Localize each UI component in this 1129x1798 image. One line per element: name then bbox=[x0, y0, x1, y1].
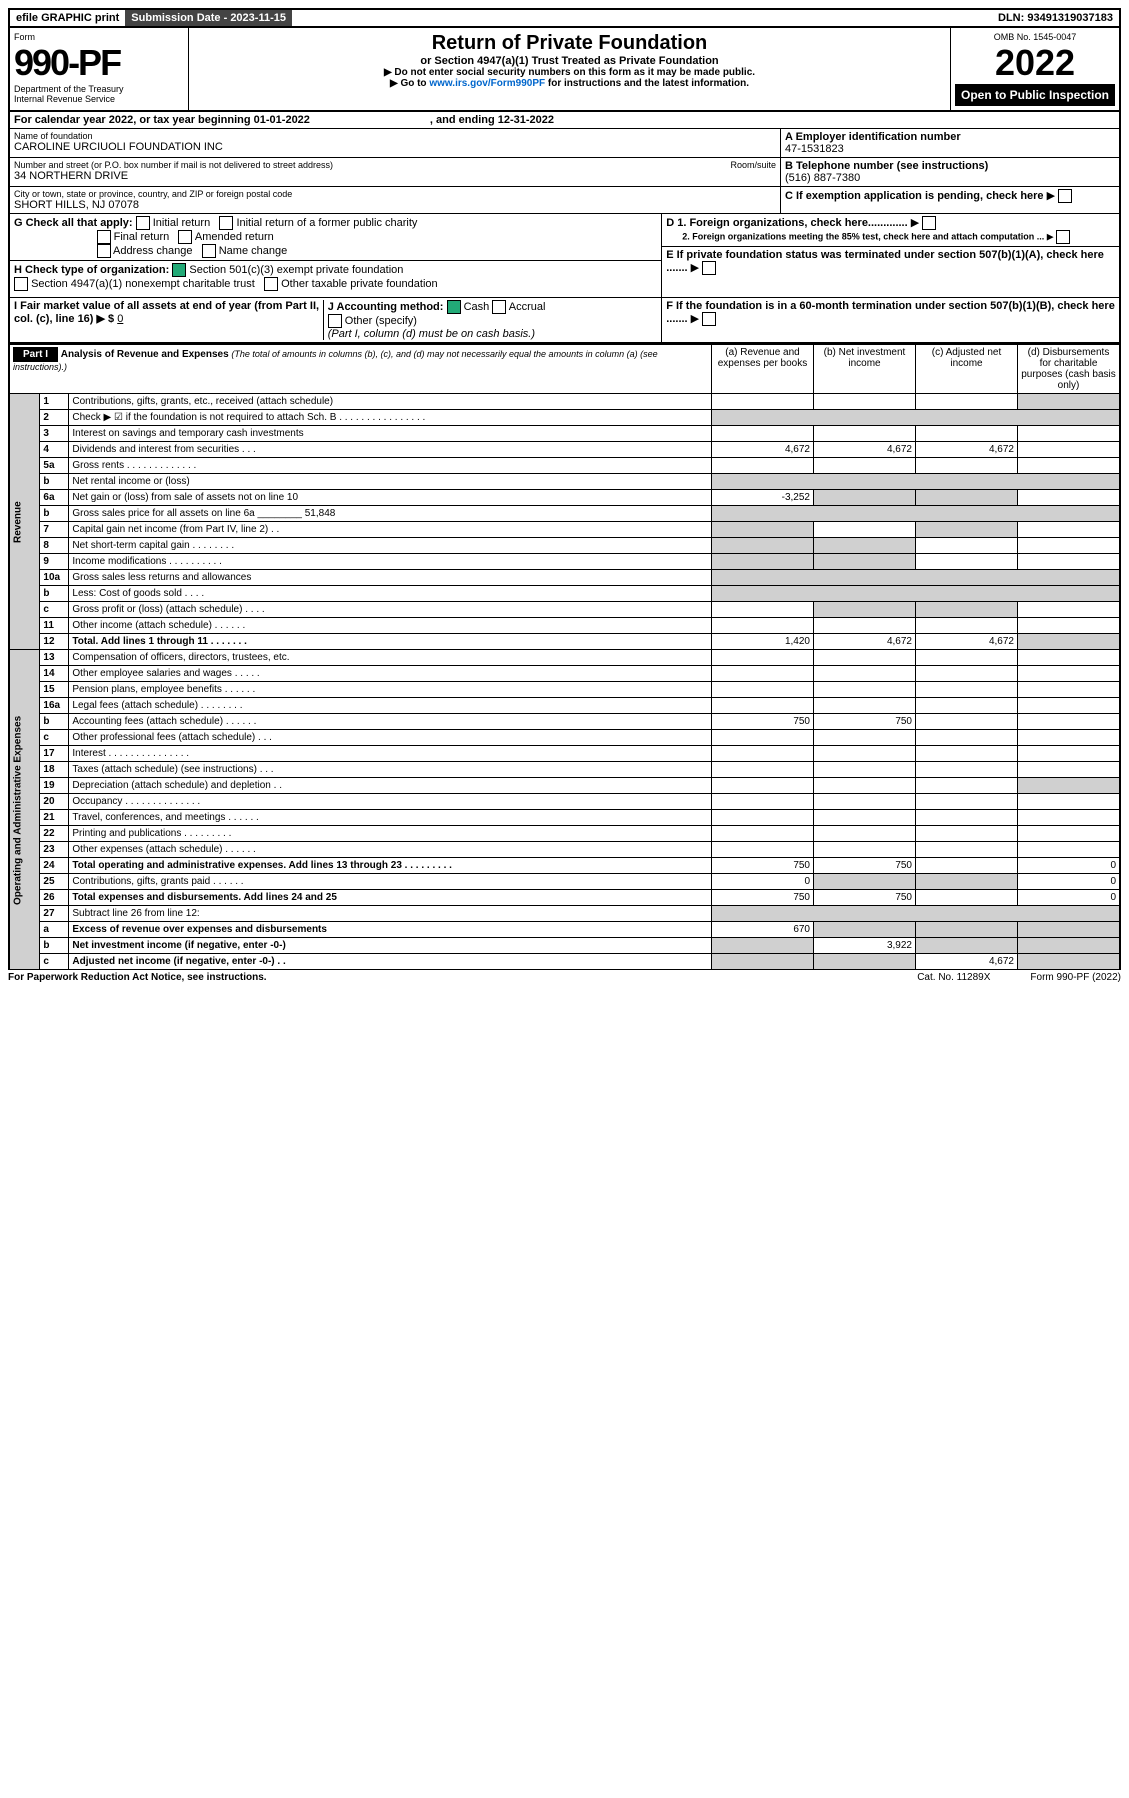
section-label: Operating and Administrative Expenses bbox=[9, 650, 40, 970]
ein-label: A Employer identification number bbox=[785, 131, 1115, 143]
phone-label: B Telephone number (see instructions) bbox=[785, 160, 1115, 172]
submission-date: Submission Date - 2023-11-15 bbox=[125, 10, 292, 26]
address: 34 NORTHERN DRIVE bbox=[14, 170, 776, 182]
ein: 47-1531823 bbox=[785, 143, 1115, 155]
open-public: Open to Public Inspection bbox=[955, 84, 1115, 106]
section-label: Revenue bbox=[9, 394, 40, 650]
dept: Department of the Treasury bbox=[14, 84, 184, 94]
irs: Internal Revenue Service bbox=[14, 94, 184, 104]
g-check: G Check all that apply: Initial return I… bbox=[14, 216, 657, 258]
check-icon bbox=[447, 300, 461, 314]
irs-link[interactable]: www.irs.gov/Form990PF bbox=[429, 78, 545, 89]
part1-table: Part I Analysis of Revenue and Expenses … bbox=[8, 344, 1121, 970]
foundation-name: CAROLINE URCIUOLI FOUNDATION INC bbox=[14, 141, 776, 153]
f-term: F If the foundation is in a 60-month ter… bbox=[661, 298, 1119, 342]
form-word: Form bbox=[14, 32, 184, 42]
dln: DLN: 93491319037183 bbox=[992, 10, 1119, 26]
part1-label: Part I bbox=[13, 347, 58, 362]
form-number: 990-PF bbox=[14, 42, 184, 84]
i-fmv: I Fair market value of all assets at end… bbox=[14, 300, 323, 340]
form-subtitle: or Section 4947(a)(1) Trust Treated as P… bbox=[193, 55, 946, 67]
form-title: Return of Private Foundation bbox=[193, 32, 946, 55]
omb: OMB No. 1545-0047 bbox=[955, 32, 1115, 42]
d-e: D 1. Foreign organizations, check here..… bbox=[661, 214, 1119, 297]
name-label: Name of foundation bbox=[14, 131, 776, 141]
form-header: Form 990-PF Department of the Treasury I… bbox=[8, 28, 1121, 112]
footer: For Paperwork Reduction Act Notice, see … bbox=[8, 970, 1121, 983]
c-pending: C If exemption application is pending, c… bbox=[780, 187, 1119, 213]
addr-label: Number and street (or P.O. box number if… bbox=[14, 160, 776, 170]
city-label: City or town, state or province, country… bbox=[14, 189, 776, 199]
note1: ▶ Do not enter social security numbers o… bbox=[193, 67, 946, 78]
check-icon bbox=[172, 263, 186, 277]
h-check: H Check type of organization: Section 50… bbox=[10, 260, 661, 293]
calendar-year: For calendar year 2022, or tax year begi… bbox=[10, 112, 1119, 128]
note2: ▶ Go to www.irs.gov/Form990PF for instru… bbox=[193, 78, 946, 89]
j-acct: J Accounting method: Cash Accrual Other … bbox=[323, 300, 546, 340]
phone: (516) 887-7380 bbox=[785, 172, 1115, 184]
efile-label[interactable]: efile GRAPHIC print bbox=[10, 10, 125, 26]
tax-year: 2022 bbox=[955, 42, 1115, 84]
top-bar: efile GRAPHIC print Submission Date - 20… bbox=[8, 8, 1121, 28]
city: SHORT HILLS, NJ 07078 bbox=[14, 199, 776, 211]
